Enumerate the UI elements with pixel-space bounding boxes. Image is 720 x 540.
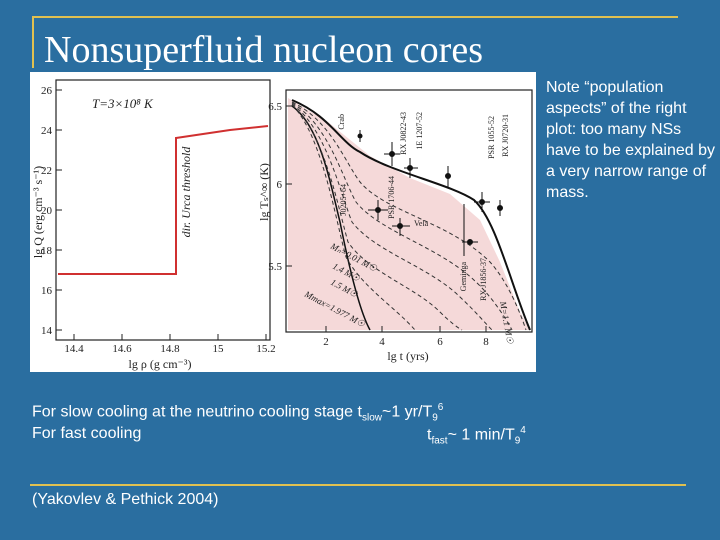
label-psr1055: PSR 1055-52 bbox=[487, 116, 496, 159]
right-xtick: 8 bbox=[483, 336, 489, 348]
label-rxj0822: RX J0822-43 bbox=[399, 112, 408, 155]
left-plot: 26 24 22 20 18 16 14 14.4 14.6 14.8 15 1… bbox=[31, 79, 276, 371]
left-ytick: 18 bbox=[41, 245, 53, 257]
right-ylabel: lg Tₛ^∞ (K) bbox=[257, 163, 271, 221]
left-xtick: 15 bbox=[213, 343, 225, 355]
right-plot-frame bbox=[285, 89, 533, 333]
left-ytick: 22 bbox=[41, 165, 52, 177]
left-ylabel: lg Q (erg cm⁻³ s⁻¹) bbox=[31, 166, 45, 258]
curve-heaviest-mass bbox=[291, 105, 371, 331]
slide-title: Nonsuperfluid nucleon cores bbox=[44, 29, 483, 71]
left-ytick: 14 bbox=[41, 325, 53, 337]
right-ytick: 6 bbox=[277, 179, 283, 191]
top-rule bbox=[32, 16, 678, 18]
left-xlabel: lg ρ (g cm⁻³) bbox=[129, 357, 192, 371]
label-rxj0720: RX J0720-31 bbox=[501, 114, 510, 157]
label-geminga: Geminga bbox=[459, 262, 468, 292]
observations bbox=[357, 130, 503, 256]
label-vela: Vela bbox=[414, 219, 429, 228]
left-plot-frame bbox=[55, 79, 271, 341]
right-ytick: 6.5 bbox=[268, 101, 282, 113]
left-xtick: 14.8 bbox=[160, 343, 180, 355]
left-ytick: 26 bbox=[41, 85, 53, 97]
side-note: Note “population aspects” of the right p… bbox=[546, 79, 716, 201]
cooling-figure: 26 24 22 20 18 16 14 14.4 14.6 14.8 15 1… bbox=[30, 72, 536, 372]
left-ytick: 16 bbox=[41, 285, 53, 297]
shaded-region bbox=[288, 98, 530, 330]
figure-svg: 26 24 22 20 18 16 14 14.4 14.6 14.8 15 1… bbox=[31, 79, 533, 371]
dashed-curves bbox=[291, 101, 527, 331]
left-annotation-threshold: dir. Urca threshold bbox=[179, 146, 193, 238]
right-plot: 6.5 6 5.5 2 4 6 8 lg t (yrs) lg Tₛ^∞ (K) bbox=[257, 89, 533, 363]
left-rule bbox=[32, 16, 34, 68]
label-psr1706: PSR 1706-44 bbox=[387, 176, 396, 219]
label-j0205: J0205+64 bbox=[339, 184, 348, 216]
slow-cooling-line: For slow cooling at the neutrino cooling… bbox=[32, 402, 444, 424]
curve-lightest-mass bbox=[291, 99, 531, 331]
label-1e1207: 1E 1207-52 bbox=[415, 112, 424, 150]
left-xtick: 14.6 bbox=[112, 343, 132, 355]
label-crab: Crab bbox=[337, 114, 346, 130]
citation: (Yakovlev & Pethick 2004) bbox=[32, 491, 219, 508]
right-xtick: 2 bbox=[323, 336, 329, 348]
right-xlabel: lg t (yrs) bbox=[387, 349, 428, 363]
right-xtick: 4 bbox=[379, 336, 385, 348]
bottom-rule bbox=[30, 484, 686, 486]
right-xtick: 6 bbox=[437, 336, 443, 348]
left-ytick: 24 bbox=[41, 125, 53, 137]
left-xtick: 14.4 bbox=[64, 343, 84, 355]
left-annotation-temperature: T=3×10⁸ K bbox=[92, 96, 154, 111]
right-ytick: 5.5 bbox=[268, 261, 282, 273]
label-rxj1856: RX J1856-37 bbox=[479, 258, 488, 301]
left-ytick: 20 bbox=[41, 205, 53, 217]
emissivity-curve bbox=[58, 125, 269, 275]
fast-cooling-line: For fast cooling tfast~ 1 min/T94 bbox=[32, 425, 526, 447]
left-xtick: 15.2 bbox=[256, 343, 275, 355]
